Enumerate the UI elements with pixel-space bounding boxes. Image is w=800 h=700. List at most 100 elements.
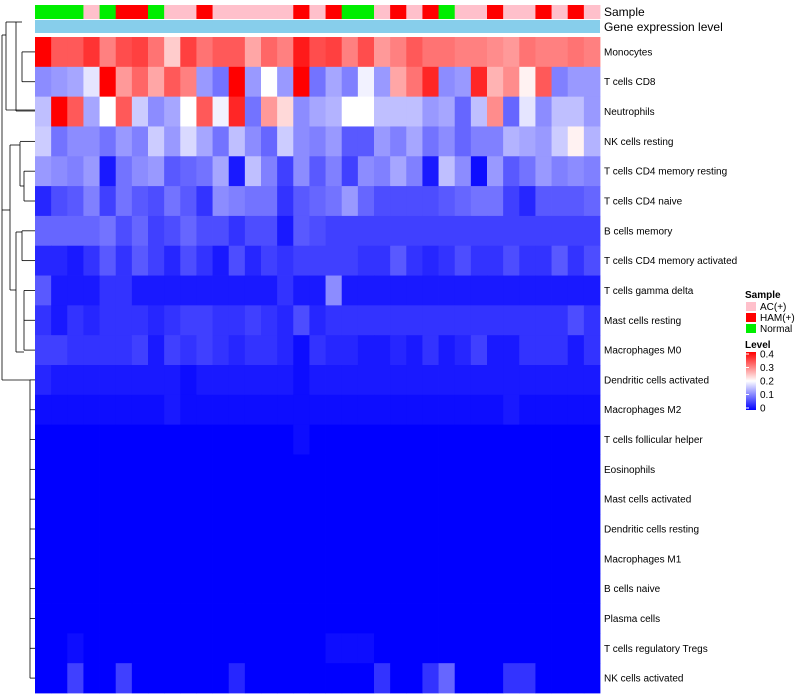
heatmap-cell bbox=[438, 663, 456, 694]
heatmap-cell bbox=[374, 365, 391, 396]
heatmap-cell bbox=[115, 215, 133, 247]
heatmap-cell bbox=[438, 424, 456, 455]
heatmap-cell bbox=[406, 663, 423, 694]
heatmap-cell bbox=[406, 245, 423, 276]
heatmap-cell bbox=[164, 543, 181, 575]
heatmap-cell bbox=[309, 424, 326, 455]
heatmap-cell bbox=[503, 424, 520, 455]
heatmap-cell bbox=[228, 245, 246, 276]
heatmap-cell bbox=[519, 514, 536, 545]
heatmap-cell bbox=[83, 37, 100, 68]
heatmap-cell bbox=[196, 335, 213, 366]
heatmap-cell bbox=[51, 514, 68, 545]
heatmap-cell bbox=[487, 394, 504, 426]
heatmap-cell bbox=[325, 394, 343, 426]
gene-expression-annotation-label: Gene expression level bbox=[604, 20, 723, 34]
heatmap-cell bbox=[309, 454, 326, 485]
heatmap-cell bbox=[261, 156, 278, 187]
heatmap-cell bbox=[551, 424, 569, 455]
row-label: Mast cells activated bbox=[604, 495, 691, 506]
heatmap-cell bbox=[503, 275, 520, 306]
heatmap-cell bbox=[325, 66, 343, 98]
heatmap-cell bbox=[390, 603, 407, 634]
heatmap-cell bbox=[406, 633, 423, 664]
heatmap-cell bbox=[83, 186, 100, 217]
heatmap-cell bbox=[374, 305, 391, 336]
heatmap-cell bbox=[180, 66, 197, 98]
heatmap-cell bbox=[99, 633, 117, 664]
heatmap-cell bbox=[293, 454, 310, 485]
heatmap-cell bbox=[35, 37, 52, 68]
heatmap-cell bbox=[180, 96, 197, 127]
heatmap-cell bbox=[567, 543, 585, 575]
heatmap-cell bbox=[131, 543, 149, 575]
heatmap-cell bbox=[487, 543, 504, 575]
heatmap-cell bbox=[244, 156, 262, 187]
heatmap-cell bbox=[83, 633, 100, 664]
heatmap-cell bbox=[115, 335, 133, 366]
heatmap-cell bbox=[390, 156, 407, 187]
heatmap-cell bbox=[51, 394, 68, 426]
heatmap-cell bbox=[212, 126, 230, 157]
heatmap-cell bbox=[180, 603, 197, 634]
heatmap-cell bbox=[374, 514, 391, 545]
heatmap-cell bbox=[244, 275, 262, 306]
heatmap-cell bbox=[277, 573, 294, 604]
legend-level-colorbar bbox=[746, 352, 756, 410]
heatmap-cell bbox=[341, 603, 359, 634]
heatmap-cell bbox=[67, 663, 84, 694]
heatmap-cell bbox=[261, 454, 278, 485]
heatmap-cell bbox=[325, 126, 343, 157]
heatmap-cell bbox=[487, 275, 504, 306]
heatmap-cell bbox=[357, 156, 375, 187]
heatmap-cell bbox=[341, 543, 359, 575]
heatmap-cell bbox=[583, 543, 601, 575]
heatmap-cell bbox=[99, 275, 117, 306]
heatmap-cell bbox=[487, 66, 504, 98]
heatmap-cell bbox=[309, 37, 326, 68]
heatmap-cell bbox=[454, 66, 472, 98]
heatmap-cell bbox=[503, 215, 520, 247]
heatmap-cell bbox=[503, 603, 520, 634]
heatmap-cell bbox=[244, 186, 262, 217]
heatmap-cell bbox=[519, 66, 536, 98]
sample-annotation-cell bbox=[35, 5, 52, 19]
heatmap-cell bbox=[487, 663, 504, 694]
heatmap-cell bbox=[51, 156, 68, 187]
heatmap-cell bbox=[244, 663, 262, 694]
sample-annotation-cell bbox=[148, 5, 165, 19]
heatmap-cell bbox=[357, 514, 375, 545]
heatmap-cell bbox=[180, 275, 197, 306]
heatmap-cell bbox=[131, 275, 149, 306]
heatmap-cell bbox=[325, 215, 343, 247]
heatmap-cell bbox=[325, 603, 343, 634]
heatmap-cell bbox=[374, 66, 391, 98]
heatmap-cell bbox=[83, 215, 100, 247]
heatmap-cell bbox=[325, 484, 343, 515]
heatmap-cell bbox=[374, 484, 391, 515]
heatmap-cell bbox=[99, 96, 117, 127]
heatmap-cell bbox=[83, 96, 100, 127]
heatmap-cell bbox=[406, 275, 423, 306]
heatmap-cell bbox=[83, 335, 100, 366]
heatmap-cell bbox=[390, 305, 407, 336]
heatmap-cell bbox=[519, 305, 536, 336]
heatmap-cell bbox=[535, 394, 552, 426]
heatmap-cell bbox=[487, 365, 504, 396]
heatmap-cell bbox=[503, 484, 520, 515]
heatmap-cell bbox=[228, 156, 246, 187]
heatmap-cell bbox=[212, 305, 230, 336]
heatmap-cell bbox=[261, 424, 278, 455]
heatmap-cell bbox=[438, 96, 456, 127]
heatmap-cell bbox=[487, 305, 504, 336]
heatmap-cell bbox=[180, 514, 197, 545]
heatmap-cell bbox=[535, 424, 552, 455]
sample-annotation-cell bbox=[390, 5, 407, 19]
heatmap-cell bbox=[454, 96, 472, 127]
heatmap-cell bbox=[115, 543, 133, 575]
heatmap-cell bbox=[99, 484, 117, 515]
heatmap-cell bbox=[212, 365, 230, 396]
heatmap-cell bbox=[131, 96, 149, 127]
heatmap-cell bbox=[261, 37, 278, 68]
heatmap-cell bbox=[519, 275, 536, 306]
